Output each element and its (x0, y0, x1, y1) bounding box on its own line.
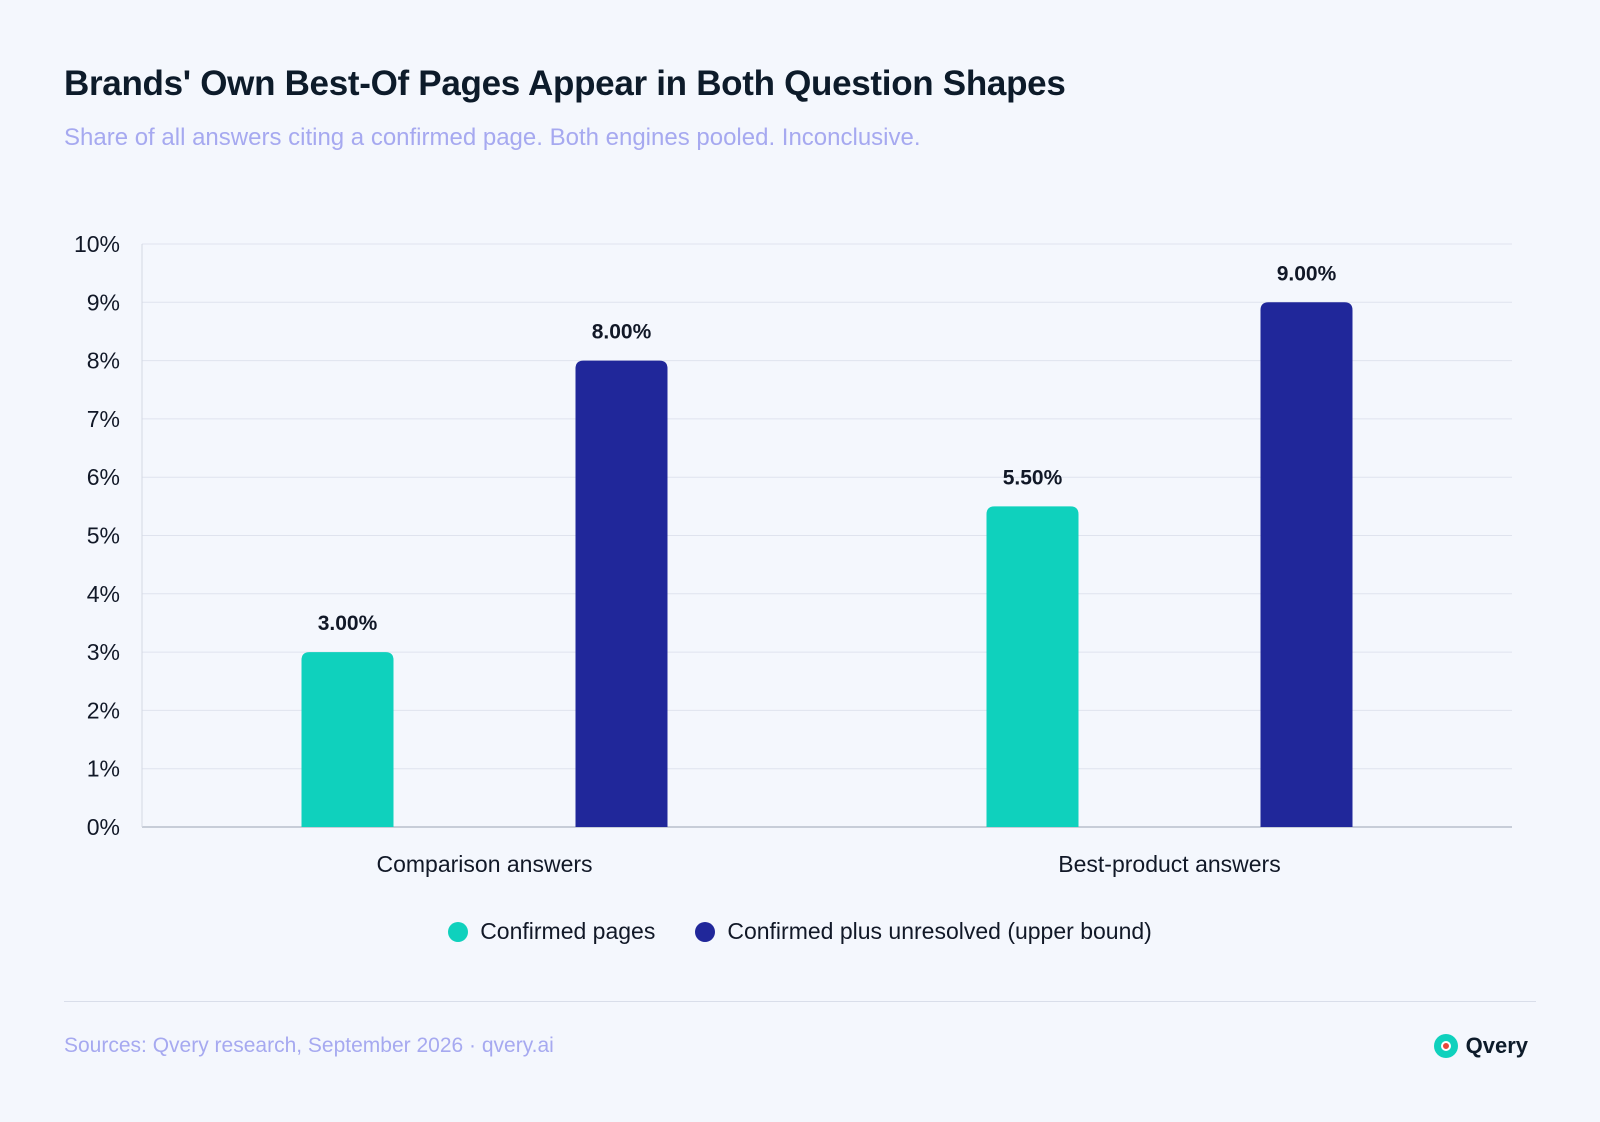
bar (1260, 302, 1353, 827)
bar (986, 506, 1079, 827)
bar (301, 652, 394, 827)
bar-chart: 0% 1% 2% 3% 4% 5% 6% 7% 8% 9% 10% Comparison answer… (74, 231, 1512, 877)
data-label: 3.00% (318, 612, 378, 635)
y-tick-label: 4% (87, 581, 120, 607)
x-tick-label: Best-product answers (1058, 851, 1280, 877)
y-tick-label: 5% (87, 523, 120, 549)
y-tick-label: 1% (87, 756, 120, 782)
y-tick-label: 0% (87, 814, 120, 840)
chart-title: Brands' Own Best-Of Pages Appear in Both… (64, 64, 1066, 103)
qvery-logo-icon (1433, 1034, 1458, 1058)
y-tick-label: 9% (87, 289, 120, 315)
legend-item-upper-bound: Confirmed plus unresolved (upper bound) (695, 918, 1152, 945)
brand-name: Qvery (1465, 1033, 1528, 1058)
legend-swatch-upper-bound (695, 921, 716, 942)
data-label: 9.00% (1277, 262, 1337, 285)
data-label: 5.50% (1003, 466, 1063, 489)
chart-subtitle: Share of all answers citing a confirmed … (64, 124, 921, 151)
y-tick-label: 10% (74, 231, 120, 257)
y-tick-label: 6% (87, 464, 120, 490)
x-tick-label: Comparison answers (376, 851, 592, 877)
legend-item-confirmed: Confirmed pages (448, 918, 655, 945)
chart-legend: Confirmed pages Confirmed plus unresolve… (0, 918, 1600, 945)
legend-label-confirmed: Confirmed pages (480, 918, 656, 944)
data-label: 8.00% (592, 321, 652, 344)
y-tick-label: 7% (87, 406, 120, 432)
bar (575, 360, 668, 827)
footer-divider (64, 1001, 1536, 1002)
y-tick-label: 8% (87, 348, 120, 374)
legend-label-upper-bound: Confirmed plus unresolved (upper bound) (727, 918, 1152, 944)
y-tick-label: 2% (87, 697, 120, 723)
y-tick-label: 3% (87, 639, 120, 665)
sources-note: Sources: Qvery research, September 2026 … (64, 1034, 554, 1057)
legend-swatch-confirmed (448, 921, 469, 942)
brand-mark: Qvery (1433, 1033, 1528, 1059)
